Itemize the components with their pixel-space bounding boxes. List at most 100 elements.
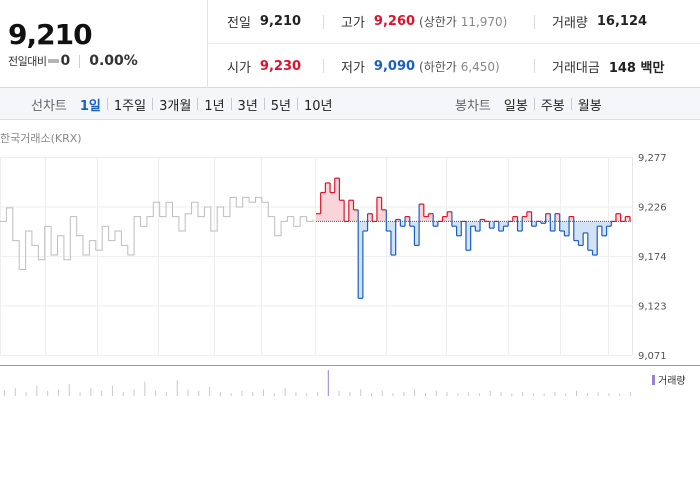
- volume-swatch: [652, 374, 655, 385]
- down-fill-segment: [470, 221, 476, 227]
- volume-bars: [4, 370, 631, 396]
- down-fill-segment: [451, 221, 458, 227]
- line-tab[interactable]: 3년: [237, 98, 258, 114]
- trade-amount-cell: 거래대금 148 백만: [534, 44, 700, 88]
- candle-tab[interactable]: 주봉: [540, 98, 565, 114]
- up-fill-segment: [376, 197, 383, 222]
- trade-amount-label: 거래대금: [552, 60, 600, 76]
- line-tab[interactable]: 10년: [304, 98, 333, 114]
- up-fill-segment: [381, 209, 387, 222]
- volume-bar: [565, 393, 567, 396]
- down-fill-segment: [587, 221, 594, 251]
- y-tick-label: 9,226: [638, 203, 667, 214]
- volume-bar: [101, 390, 103, 396]
- volume-bar: [284, 388, 286, 396]
- up-fill-segment: [423, 216, 429, 222]
- volume-bar: [522, 392, 524, 396]
- price-box: 9,210 전일대비 0 0.00%: [0, 0, 208, 88]
- volume-bar: [273, 393, 275, 396]
- intraday-price-chart: 9,277 9,226 9,174 9,123 9,071: [0, 153, 700, 396]
- up-fill-segment: [325, 182, 331, 222]
- previous-session-line: [0, 196, 314, 270]
- line-tab[interactable]: 5년: [270, 98, 292, 114]
- up-fill-segment: [447, 211, 453, 222]
- down-fill-segment: [550, 221, 556, 232]
- down-fill-segment: [531, 221, 537, 227]
- tab-divider: [570, 98, 572, 110]
- volume-bar: [446, 392, 448, 396]
- volume-bar: [176, 380, 178, 396]
- volume-bar: [219, 392, 221, 396]
- line-tab[interactable]: 1일: [79, 98, 101, 114]
- line-tab[interactable]: 1년: [204, 98, 225, 114]
- volume-legend-label: 거래량: [658, 376, 686, 387]
- down-fill-segment: [540, 221, 547, 224]
- down-fill-segment: [465, 221, 472, 251]
- open-label: 시가: [227, 60, 251, 76]
- candle-tab[interactable]: 월봉: [577, 98, 602, 114]
- stat-row-2: 시가 9,230 저가 9,090 (하한가 6,450) 거래대금 148 백…: [209, 44, 700, 88]
- up-fill-segment: [330, 192, 336, 222]
- down-fill-segment: [475, 221, 481, 232]
- prev-close-value: 9,210: [259, 14, 302, 29]
- volume-bar: [230, 393, 232, 396]
- up-fill-segment: [522, 216, 528, 222]
- down-fill-segment: [592, 221, 598, 256]
- down-fill-segment: [433, 221, 439, 227]
- tab-divider: [106, 98, 108, 110]
- tab-divider: [533, 98, 535, 110]
- lower-limit-value: 6,450): [460, 59, 500, 74]
- volume-bar: [252, 392, 254, 396]
- up-fill-segment: [555, 213, 561, 222]
- volume-bar: [630, 392, 631, 396]
- volume-bar: [576, 390, 578, 396]
- open-value: 9,230: [259, 58, 302, 74]
- volume-bar: [608, 393, 610, 396]
- volume-bar: [370, 393, 372, 396]
- line-tab[interactable]: 3개월: [159, 98, 192, 114]
- volume-bar: [597, 392, 599, 396]
- volume-bar: [457, 393, 459, 396]
- tab-divider: [197, 98, 199, 110]
- down-fill-segment: [409, 221, 415, 227]
- up-fill-segment: [334, 178, 340, 222]
- down-fill-segment: [358, 221, 364, 299]
- volume-bar: [532, 393, 534, 396]
- line-chart-title: 선차트: [31, 98, 67, 114]
- up-fill-segment: [395, 219, 401, 222]
- tab-divider: [152, 98, 154, 110]
- y-axis: 9,277 9,226 9,174 9,123 9,071: [638, 153, 667, 362]
- volume-bar: [381, 390, 383, 396]
- down-fill-segment: [456, 221, 462, 236]
- volume-bar: [586, 393, 588, 396]
- divider: [79, 54, 81, 68]
- volume-bar: [68, 384, 70, 396]
- volume-bar: [90, 388, 92, 396]
- up-fill-segment: [615, 213, 622, 222]
- volume-bar: [25, 392, 27, 396]
- down-fill-segment: [489, 221, 495, 229]
- volume-bar: [435, 390, 437, 396]
- open-cell: 시가 9,230: [209, 44, 323, 88]
- candle-tab[interactable]: 일봉: [503, 98, 528, 114]
- volume-bar: [500, 392, 502, 396]
- volume-bar: [468, 392, 470, 396]
- volume-cell: 거래량 16,124: [534, 0, 700, 44]
- low-value: 9,090: [373, 58, 416, 74]
- up-fill-segment: [339, 200, 345, 222]
- volume-bar: [47, 390, 49, 396]
- lower-limit: (하한가 6,450): [419, 58, 500, 75]
- up-fill-segment: [512, 216, 519, 222]
- volume-bar: [79, 392, 81, 396]
- upper-limit-value: 11,970): [460, 15, 508, 29]
- up-fill-segment: [545, 213, 551, 222]
- down-fill-segment: [564, 221, 570, 236]
- volume-bar: [144, 381, 146, 396]
- line-tab[interactable]: 1주일: [113, 98, 147, 114]
- low-label: 저가: [341, 60, 365, 76]
- volume-bar: [306, 393, 308, 396]
- up-fill-segment: [316, 213, 322, 222]
- volume-bar: [403, 392, 405, 396]
- price-lines: [0, 177, 632, 299]
- line-chart-tabs: 선차트 1일 1주일 3개월 1년 3년 5년 10년: [31, 88, 333, 120]
